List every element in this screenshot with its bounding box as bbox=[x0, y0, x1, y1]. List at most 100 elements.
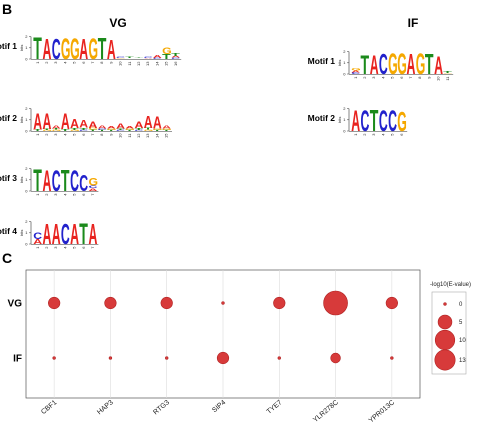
logo-letter-G: G bbox=[52, 129, 62, 131]
panel-b-label: B bbox=[2, 1, 12, 17]
bubble-VG-HAP3 bbox=[104, 296, 117, 310]
logo-letter-C: C bbox=[52, 165, 61, 198]
bubble-VG-YLR278C bbox=[323, 290, 348, 316]
motif-label: Motif 1 bbox=[308, 56, 336, 66]
logo-position-label: 5 bbox=[390, 133, 395, 136]
logo-letter-G: G bbox=[153, 128, 163, 130]
motif-label: Motif 1 bbox=[0, 41, 17, 51]
logo-letter-G: G bbox=[107, 128, 117, 130]
logo-position-label: 1 bbox=[353, 133, 358, 136]
logo-position-label: 2 bbox=[44, 193, 49, 196]
logo-letter-A: A bbox=[70, 117, 79, 131]
logo-letter-A: A bbox=[153, 54, 162, 59]
logo-position-label: 2 bbox=[362, 133, 367, 136]
logo-tick-label: 2 bbox=[343, 49, 346, 54]
logo-tick-label: 2 bbox=[25, 106, 28, 111]
logo-position-label: 15 bbox=[164, 61, 169, 66]
logo-tick-label: 0 bbox=[25, 128, 28, 133]
logo-letter-T: T bbox=[61, 165, 70, 198]
logo-letter-C: C bbox=[61, 218, 70, 251]
logo-position-label: 6 bbox=[81, 133, 86, 136]
logo-position-label: 1 bbox=[35, 61, 40, 64]
logo-letter-A: A bbox=[98, 125, 107, 130]
logo-letter-A: A bbox=[33, 238, 42, 246]
logo-letter-A: A bbox=[70, 218, 79, 251]
logo-position-label: 11 bbox=[127, 61, 132, 66]
logo-position-label: 12 bbox=[136, 61, 141, 66]
logo-position-label: 7 bbox=[90, 246, 95, 249]
logo-letter-A: A bbox=[153, 115, 162, 133]
vg-header: VG bbox=[109, 16, 126, 30]
logo-position-label: 8 bbox=[99, 133, 104, 136]
logo-letter-A: A bbox=[351, 105, 360, 138]
logo-position-label: 5 bbox=[72, 133, 77, 136]
logo-letter-C: C bbox=[98, 128, 108, 130]
category-label: SIP4 bbox=[211, 399, 227, 414]
logo-position-label: 3 bbox=[53, 193, 58, 196]
logo-letter-A: A bbox=[89, 218, 98, 251]
logo-letter-C: C bbox=[33, 231, 42, 241]
logo-position-label: 5 bbox=[390, 76, 395, 79]
logo-axis-label: bits bbox=[19, 117, 24, 123]
logo-position-label: 14 bbox=[154, 61, 159, 66]
logo-letter-A: A bbox=[107, 33, 116, 65]
logo-position-label: 8 bbox=[99, 61, 104, 64]
logo-axis-label: bits bbox=[19, 230, 24, 236]
category-label: CBF1 bbox=[40, 399, 58, 416]
logo-tick-label: 2 bbox=[25, 166, 28, 171]
logo-letter-G: G bbox=[162, 128, 172, 130]
logo-letter-T: T bbox=[125, 130, 135, 132]
logo-letter-T: T bbox=[33, 32, 42, 67]
bubble-chart: CBF1 HAP3 RTG3 SIP4 TYE7 YLR278C YPR013C VG IF bbox=[8, 269, 421, 425]
category-label: YPR013C bbox=[368, 399, 396, 424]
logo-position-label: 3 bbox=[53, 133, 58, 136]
logo-letter-T: T bbox=[162, 130, 172, 132]
logo-position-label: 10 bbox=[436, 76, 441, 81]
logo-letter-A: A bbox=[52, 218, 61, 251]
panel-c-label: C bbox=[2, 250, 12, 266]
logo-letter-A: A bbox=[89, 120, 98, 130]
logo-tick-label: 2 bbox=[343, 106, 346, 111]
logo-letter-T: T bbox=[43, 129, 53, 131]
bubble-IF-YPR013C bbox=[390, 356, 394, 360]
logo-letter-G: G bbox=[351, 67, 361, 71]
bubble-VG-TYE7 bbox=[273, 296, 286, 310]
motif-label: Motif 4 bbox=[0, 226, 17, 236]
logo-position-label: 3 bbox=[53, 246, 58, 249]
logo-position-label: 4 bbox=[380, 133, 385, 136]
logo-letter-C: C bbox=[388, 105, 397, 138]
logo-position-label: 7 bbox=[408, 76, 413, 79]
logo-letter-T: T bbox=[135, 128, 145, 131]
logo-letter-C: C bbox=[70, 165, 79, 198]
logo-letter-G: G bbox=[70, 33, 80, 66]
logo-letter-G: G bbox=[89, 176, 99, 188]
logo-letter-T: T bbox=[171, 52, 180, 57]
logo-letter-A: A bbox=[52, 124, 61, 129]
bubble-IF-TYE7 bbox=[277, 356, 281, 360]
logo-position-label: 4 bbox=[62, 246, 67, 249]
logo-letter-T: T bbox=[361, 52, 370, 81]
logo-letter-A: A bbox=[144, 58, 154, 59]
motif-label: Motif 3 bbox=[0, 173, 17, 183]
logo-letter-T: T bbox=[98, 130, 108, 132]
logo-position-label: 12 bbox=[136, 133, 141, 138]
logo-position-label: 14 bbox=[154, 133, 159, 138]
vg-motif-1: Motif 1012bitsT1A2C3G4G5A6G7T8A9GC10T11T… bbox=[0, 32, 182, 67]
logo-letter-A: A bbox=[43, 165, 52, 198]
bubble-IF-RTG3 bbox=[165, 356, 169, 360]
logo-letter-A: A bbox=[162, 125, 171, 130]
logo-letter-G: G bbox=[144, 129, 154, 131]
logo-tick-label: 0 bbox=[25, 241, 28, 246]
logo-letter-C: C bbox=[52, 33, 61, 66]
logo-letter-T: T bbox=[98, 33, 107, 66]
logo-position-label: 16 bbox=[173, 61, 178, 66]
logo-letter-T: T bbox=[70, 128, 80, 131]
bubble-VG-CBF1 bbox=[48, 296, 61, 310]
logo-letter-T: T bbox=[162, 53, 171, 61]
logo-position-label: 10 bbox=[118, 61, 123, 66]
logo-tick-label: 1 bbox=[25, 117, 28, 122]
logo-letter-C: C bbox=[379, 48, 388, 81]
logo-letter-C: C bbox=[135, 130, 145, 132]
